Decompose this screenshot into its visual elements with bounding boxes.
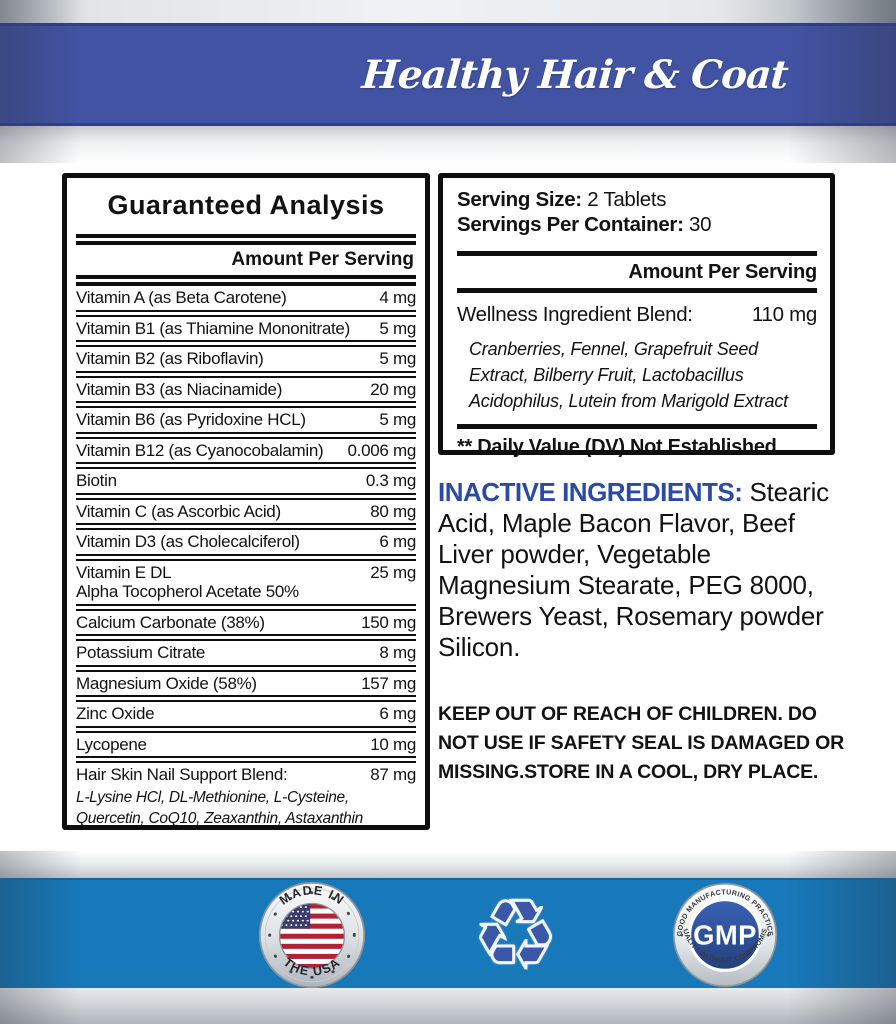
- product-title: Healthy Hair & Coat: [360, 51, 790, 98]
- edge-shading: [0, 0, 896, 23]
- ingredient-amount: 0.3 mg: [365, 471, 416, 490]
- serving-size-line: Serving Size: 2 Tablets: [457, 187, 817, 212]
- divider: [457, 251, 817, 256]
- ingredient-amount: 6 mg: [379, 704, 416, 723]
- table-row: Vitamin B3 (as Niacinamide) 20 mg: [76, 378, 416, 408]
- ingredient-amount: 10 mg: [370, 734, 416, 754]
- ingredient-amount: 6 mg: [379, 532, 416, 551]
- ingredient-name-line2: Alpha Tocopherol Acetate 50%: [76, 582, 299, 601]
- ingredient-name: Zinc Oxide: [76, 704, 155, 723]
- edge-shading: [0, 126, 896, 163]
- ingredient-amount: 25 mg: [370, 562, 416, 582]
- edge-shading: [0, 851, 896, 878]
- ingredient-name: Calcium Carbonate (38%): [76, 612, 265, 632]
- table-row: Biotin 0.3 mg: [76, 469, 416, 500]
- ingredient-amount: 157 mg: [361, 673, 416, 693]
- ingredient-amount: 0.006 mg: [347, 440, 417, 460]
- amount-per-serving-header: Amount Per Serving: [231, 249, 414, 270]
- table-row: Hair Skin Nail Support Blend: 87 mg L-Ly…: [76, 763, 416, 831]
- ingredient-name: Biotin: [76, 471, 117, 490]
- serving-size-value: 2 Tablets: [587, 188, 667, 211]
- wellness-blend-components: Cranberries, Fennel, Grapefruit Seed Ext…: [469, 339, 788, 411]
- ingredient-name: Hair Skin Nail Support Blend:: [76, 765, 288, 784]
- badge-dots: [268, 891, 356, 979]
- ingredient-name: Vitamin B6 (as Pyridoxine HCL): [76, 410, 306, 429]
- serving-info-panel: Serving Size: 2 Tablets Servings Per Con…: [438, 173, 835, 458]
- ingredient-amount: 5 mg: [379, 349, 416, 368]
- inactive-ingredients: INACTIVE INGREDIENTS: Stearic Acid, Mapl…: [438, 477, 838, 663]
- ingredient-name: Vitamin B1 (as Thiamine Mononitrate): [76, 318, 350, 338]
- ingredient-name: Vitamin C (as Ascorbic Acid): [76, 501, 281, 521]
- table-row: Vitamin B12 (as Cyanocobalamin) 0.006 mg: [76, 439, 417, 469]
- ingredient-amount: 80 mg: [370, 501, 416, 521]
- blend-components: L-Lysine HCl, DL-Methionine, L-Cysteine,…: [76, 788, 363, 827]
- table-row: Vitamin C (as Ascorbic Acid) 80 mg: [76, 500, 416, 530]
- ingredient-name: Vitamin B12 (as Cyanocobalamin): [76, 440, 324, 460]
- guaranteed-analysis-panel: Guaranteed Analysis Amount Per Serving V…: [62, 173, 430, 830]
- table-row: Calcium Carbonate (38%) 150 mg: [76, 611, 416, 641]
- gmp-inner-circle: [688, 898, 762, 972]
- daily-value-footnote: ** Daily Value (DV) Not Established: [457, 436, 777, 458]
- divider: [76, 275, 416, 286]
- edge-shading: [0, 988, 896, 1024]
- ingredient-amount: 5 mg: [379, 410, 416, 429]
- table-row: Potassium Citrate 8 mg: [76, 641, 416, 672]
- wellness-blend-name: Wellness Ingredient Blend:: [457, 303, 693, 326]
- usa-badge-bottom-text: THE USA: [281, 955, 342, 979]
- warning-text: KEEP OUT OF REACH OF CHILDREN. DO NOT US…: [438, 703, 844, 783]
- table-row: Vitamin B6 (as Pyridoxine HCL) 5 mg: [76, 408, 416, 439]
- gmp-badge: GMP GOOD MANUFACTURING PRACTICE QUALITY …: [672, 882, 778, 988]
- ingredient-name: Vitamin B3 (as Niacinamide): [76, 379, 283, 399]
- ingredient-amount: 8 mg: [379, 643, 416, 662]
- svg-text:THE USA: THE USA: [281, 955, 344, 979]
- analysis-table: Vitamin A (as Beta Carotene) 4 mg Vitami…: [76, 286, 416, 831]
- guaranteed-analysis-title: Guaranteed Analysis: [107, 190, 385, 220]
- table-row: Lycopene 10 mg: [76, 733, 416, 763]
- inactive-ingredients-label: INACTIVE INGREDIENTS:: [438, 477, 743, 507]
- ingredient-amount: 20 mg: [370, 379, 416, 399]
- servings-per-container-value: 30: [689, 213, 712, 236]
- inactive-ingredients-text: Stearic Acid, Maple Bacon Flavor, Beef L…: [438, 477, 829, 662]
- table-row: Magnesium Oxide (58%) 157 mg: [76, 672, 416, 702]
- table-row: Zinc Oxide 6 mg: [76, 702, 416, 733]
- ingredient-name: Vitamin E DL Alpha Tocopherol Acetate 50…: [76, 562, 299, 602]
- label-wrap-strip-above-band: [0, 851, 896, 878]
- table-row: Vitamin B2 (as Riboflavin) 5 mg: [76, 347, 416, 378]
- certification-band: MADE IN THE USA ♻ GMP GOOD MANUFACTURING…: [0, 878, 896, 991]
- wellness-blend-amount: 110 mg: [751, 303, 817, 326]
- ingredient-amount: 5 mg: [379, 318, 416, 338]
- ingredient-name: Vitamin B2 (as Riboflavin): [76, 349, 264, 368]
- servings-per-container-label: Servings Per Container:: [457, 213, 684, 236]
- servings-per-container-line: Servings Per Container: 30: [457, 212, 817, 237]
- gmp-center-text: GMP: [693, 920, 757, 951]
- ingredient-amount: 4 mg: [379, 288, 416, 307]
- table-row: Vitamin E DL Alpha Tocopherol Acetate 50…: [76, 561, 416, 611]
- ingredient-name: Vitamin D3 (as Cholecalciferol): [76, 532, 300, 551]
- table-row: Vitamin D3 (as Cholecalciferol) 6 mg: [76, 530, 416, 561]
- ingredient-amount: 87 mg: [370, 765, 416, 784]
- ingredient-name: Lycopene: [76, 734, 147, 754]
- table-row: Vitamin B1 (as Thiamine Mononitrate) 5 m…: [76, 317, 416, 347]
- divider: [457, 424, 817, 429]
- table-row: Vitamin A (as Beta Carotene) 4 mg: [76, 286, 416, 317]
- label-wrap-strip-bottom: [0, 988, 896, 1024]
- right-column: Serving Size: 2 Tablets Servings Per Con…: [438, 173, 844, 787]
- ingredient-name: Potassium Citrate: [76, 643, 206, 662]
- wellness-blend-row: Wellness Ingredient Blend: 110 mg: [457, 302, 817, 327]
- serving-size-label: Serving Size:: [457, 188, 582, 211]
- us-flag-icon: [279, 903, 345, 969]
- made-in-usa-badge: MADE IN THE USA: [258, 881, 366, 989]
- ingredient-amount: 150 mg: [361, 612, 416, 632]
- divider: [76, 234, 416, 245]
- label-wrap-strip-top: [0, 0, 896, 23]
- label-wrap-strip-under-banner: [0, 126, 896, 163]
- amount-per-serving-header: Amount Per Serving: [628, 261, 817, 283]
- ingredient-name: Magnesium Oxide (58%): [76, 673, 257, 693]
- ingredient-name: Vitamin A (as Beta Carotene): [76, 288, 287, 307]
- product-banner: Healthy Hair & Coat: [0, 23, 896, 126]
- recycle-icon: ♻: [471, 879, 560, 991]
- divider: [457, 288, 817, 293]
